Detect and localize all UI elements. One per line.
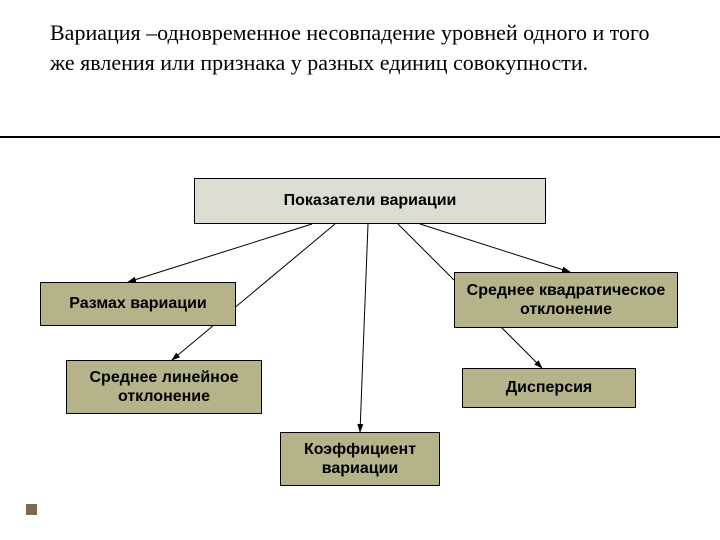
node-range: Размах вариации (40, 282, 236, 326)
slide-title: Вариация –одновременное несовпадение уро… (50, 18, 660, 77)
node-mad: Среднее линейное отклонение (66, 360, 262, 414)
node-disp: Дисперсия (462, 368, 636, 408)
node-root: Показатели вариации (194, 178, 546, 224)
slide: Вариация –одновременное несовпадение уро… (0, 0, 720, 540)
edge-root-cv (360, 224, 368, 432)
horizontal-rule (0, 136, 720, 138)
edge-root-std (420, 224, 570, 272)
footer-bullet-icon (26, 504, 37, 515)
node-cv: Коэффициент вариации (280, 432, 440, 486)
edge-root-range (128, 224, 312, 282)
node-std: Среднее квадратическое отклонение (454, 272, 678, 328)
